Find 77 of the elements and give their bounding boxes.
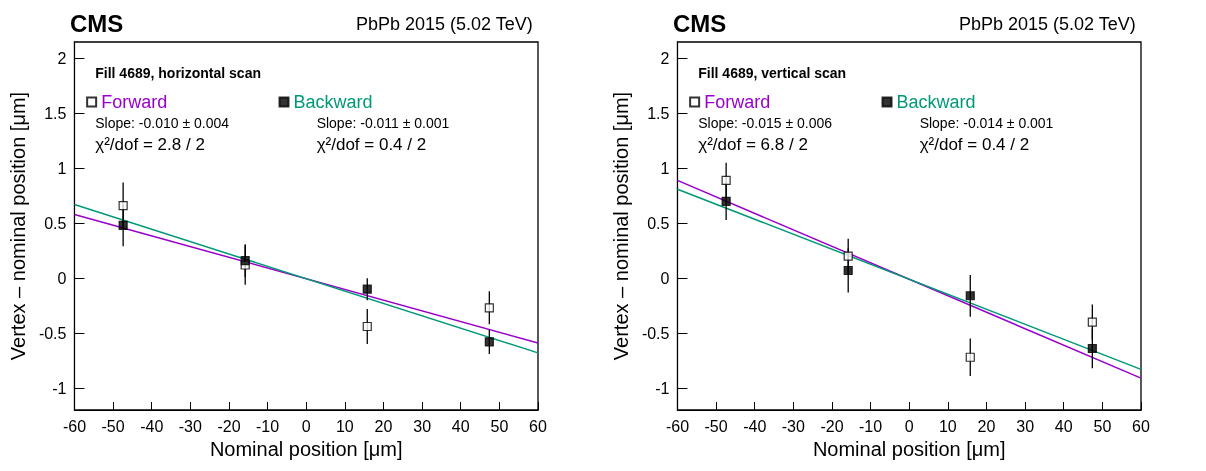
x-tick-label: 60 xyxy=(1132,417,1150,435)
x-tick-label: -10 xyxy=(859,417,883,435)
annotation: Slope: -0.014 ± 0.001 xyxy=(919,114,1054,131)
legend-label: Forward xyxy=(101,92,168,112)
point xyxy=(965,352,975,362)
y-tick-label: -1 xyxy=(52,379,67,397)
annotation: Slope: -0.011 ± 0.001 xyxy=(316,114,450,131)
annotation: Fill 4689, horizontal scan xyxy=(95,64,261,81)
point xyxy=(362,321,372,332)
x-tick-label: 0 xyxy=(301,417,311,435)
annotation: Slope: -0.015 ± 0.006 xyxy=(698,114,833,131)
point xyxy=(484,337,494,347)
point xyxy=(1087,343,1097,354)
chart-title: CMS xyxy=(673,9,727,37)
y-tick-label: 0.5 xyxy=(647,214,670,232)
point xyxy=(118,220,128,231)
y-axis-title: Vertex – nominal position [μm] xyxy=(7,91,29,361)
point xyxy=(484,303,494,313)
legend-label: Backward xyxy=(293,92,373,112)
y-tick-label: 0 xyxy=(660,269,670,287)
y-tick-label: 1 xyxy=(660,159,670,177)
annotation: Fill 4689, vertical scan xyxy=(698,64,847,81)
point xyxy=(118,201,128,211)
x-tick-label: -40 xyxy=(140,417,164,435)
x-tick-label: 10 xyxy=(938,417,957,435)
x-tick-label: 40 xyxy=(451,417,470,435)
x-tick-label: 40 xyxy=(1054,417,1073,435)
x-tick-label: -50 xyxy=(101,417,125,435)
y-tick-label: -1 xyxy=(655,379,670,397)
annotation: χ²/dof = 6.8 / 2 xyxy=(698,134,808,154)
x-tick-label: 50 xyxy=(1093,417,1112,435)
chart-subtitle: PbPb 2015 (5.02 TeV) xyxy=(355,14,533,34)
x-tick-label: -20 xyxy=(217,417,241,435)
point xyxy=(1087,317,1097,327)
point xyxy=(240,256,250,266)
x-tick-label: -30 xyxy=(781,417,806,435)
chart-title: CMS xyxy=(70,9,124,37)
x-tick-label: 30 xyxy=(1016,417,1035,435)
x-tick-label: -40 xyxy=(743,417,767,435)
x-tick-label: -60 xyxy=(62,417,87,435)
x-tick-label: -60 xyxy=(665,417,690,435)
annotation: χ²/dof = 2.8 / 2 xyxy=(95,134,205,154)
x-tick-label: 10 xyxy=(335,417,354,435)
x-tick-label: 50 xyxy=(490,417,509,435)
y-tick-label: 1.5 xyxy=(44,104,67,122)
x-tick-label: -20 xyxy=(820,417,844,435)
y-tick-label: 2 xyxy=(660,49,670,67)
x-tick-label: -50 xyxy=(704,417,728,435)
x-axis-title: Nominal position [μm] xyxy=(209,437,403,460)
x-tick-label: 60 xyxy=(529,417,547,435)
point xyxy=(965,291,975,301)
y-tick-label: -0.5 xyxy=(38,324,67,342)
x-tick-label: 0 xyxy=(904,417,914,435)
point xyxy=(721,196,731,206)
x-tick-label: -10 xyxy=(256,417,280,435)
y-tick-label: 2 xyxy=(57,49,67,67)
x-tick-label: 20 xyxy=(977,417,996,435)
point xyxy=(721,175,731,186)
point xyxy=(843,265,853,276)
point xyxy=(843,251,853,261)
x-tick-label: 20 xyxy=(374,417,393,435)
legend-label: Forward xyxy=(704,92,771,112)
chart-subtitle: PbPb 2015 (5.02 TeV) xyxy=(958,14,1136,34)
y-tick-label: 0 xyxy=(57,269,67,287)
x-axis-title: Nominal position [μm] xyxy=(812,437,1006,460)
annotation: Slope: -0.010 ± 0.004 xyxy=(95,114,230,131)
y-tick-label: 0.5 xyxy=(44,214,67,232)
annotation: χ²/dof = 0.4 / 2 xyxy=(316,134,427,154)
annotation: χ²/dof = 0.4 / 2 xyxy=(919,134,1030,154)
y-tick-label: 1.5 xyxy=(647,104,670,122)
x-tick-label: 30 xyxy=(413,417,432,435)
y-tick-label: 1 xyxy=(57,159,67,177)
x-tick-label: -30 xyxy=(178,417,203,435)
y-tick-label: -0.5 xyxy=(641,324,670,342)
y-axis-title: Vertex – nominal position [μm] xyxy=(610,91,632,361)
legend-label: Backward xyxy=(896,92,976,112)
point xyxy=(362,284,372,294)
